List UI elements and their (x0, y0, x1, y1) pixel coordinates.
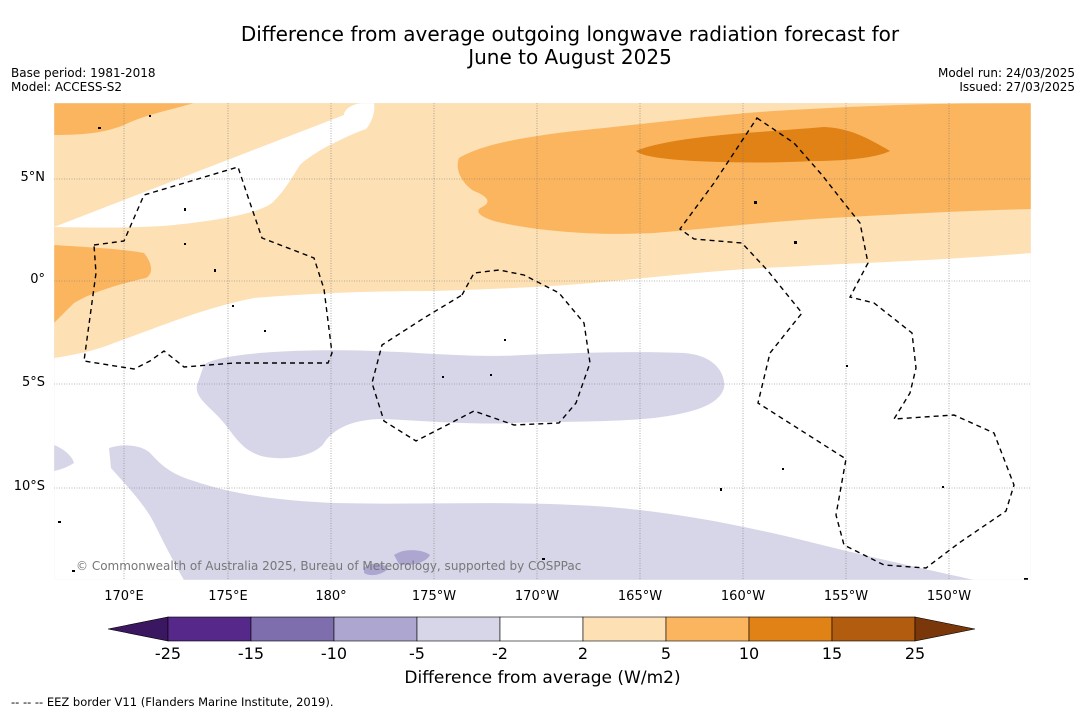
colorbar-tick-label: -15 (238, 644, 264, 663)
islands (58, 115, 1028, 580)
x-tick-label: 175°E (208, 589, 248, 604)
colorbar-cell (499, 616, 584, 642)
anomaly-map: © Commonwealth of Australia 2025, Bureau… (54, 103, 1031, 580)
colorbar-cell (416, 616, 501, 642)
x-tick-label: 150°W (926, 589, 972, 604)
colorbar-cell (665, 616, 750, 642)
colorbar-extend-low (107, 616, 169, 642)
positive-strong-north (636, 127, 890, 163)
issued-date: Issued: 27/03/2025 (959, 80, 1075, 94)
negative-region-10s (54, 445, 974, 580)
y-tick-label: 10°S (13, 479, 45, 494)
colorbar-cell (167, 616, 252, 642)
colorbar-cell (831, 616, 916, 642)
positive-moderate-west (54, 245, 152, 323)
x-tick-label: 170°E (104, 589, 144, 604)
meta-right: Model run: 24/03/2025 Issued: 27/03/2025 (938, 66, 1075, 94)
base-period: Base period: 1981-2018 (11, 66, 156, 80)
colorbar-tick-label: -25 (155, 644, 181, 663)
colorbar-cell (333, 616, 418, 642)
colorbar-tick-label: 25 (905, 644, 925, 663)
y-tick-label: 5°S (21, 375, 45, 390)
positive-moderate-north (457, 103, 1031, 234)
eez-legend-note: -- -- -- EEZ border V11 (Flanders Marine… (11, 695, 334, 709)
copyright-text: © Commonwealth of Australia 2025, Bureau… (76, 559, 581, 573)
positive-moderate-topleft (54, 103, 194, 135)
x-tick-label: 170°W (514, 589, 560, 604)
x-tick-label: 165°W (617, 589, 663, 604)
colorbar-cells (107, 616, 976, 642)
colorbar-tick-label: 15 (822, 644, 842, 663)
eez-borders (83, 117, 1015, 569)
model-run: Model run: 24/03/2025 (937, 66, 1075, 80)
positive-strong-fills (636, 127, 890, 163)
chart-title-line2: June to August 2025 (468, 45, 672, 69)
colorbar: -25 -15 -10 -5 -2 2 5 10 15 25 (107, 616, 976, 663)
positive-moderate-fills (54, 103, 1031, 323)
x-tick-label: 175°W (411, 589, 457, 604)
colorbar-extend-high (914, 616, 976, 642)
colorbar-cell (748, 616, 833, 642)
colorbar-cell (250, 616, 335, 642)
colorbar-tick-labels: -25 -15 -10 -5 -2 2 5 10 15 25 (155, 644, 925, 663)
colorbar-tick-label: 10 (739, 644, 759, 663)
colorbar-tick-label: 5 (661, 644, 671, 663)
negative-region-5s (196, 350, 725, 459)
colorbar-tick-label: -5 (409, 644, 425, 663)
x-tick-label: 180° (315, 589, 347, 604)
strong-negative-spots (364, 550, 430, 576)
y-tick-label: 0° (30, 272, 45, 287)
colorbar-tick-label: 2 (578, 644, 588, 663)
model-name: Model: ACCESS-S2 (11, 80, 123, 94)
meta-left: Base period: 1981-2018 Model: ACCESS-S2 (11, 66, 156, 94)
colorbar-tick-label: -2 (492, 644, 508, 663)
x-tick-label: 155°W (823, 589, 869, 604)
colorbar-tick-label: -10 (321, 644, 347, 663)
colorbar-cell (582, 616, 667, 642)
y-tick-label: 5°N (20, 170, 46, 185)
gridlines (54, 103, 1031, 580)
x-tick-label: 160°W (720, 589, 766, 604)
chart-title-line1: Difference from average outgoing longwav… (240, 22, 900, 46)
colorbar-label: Difference from average (W/m2) (404, 668, 681, 688)
